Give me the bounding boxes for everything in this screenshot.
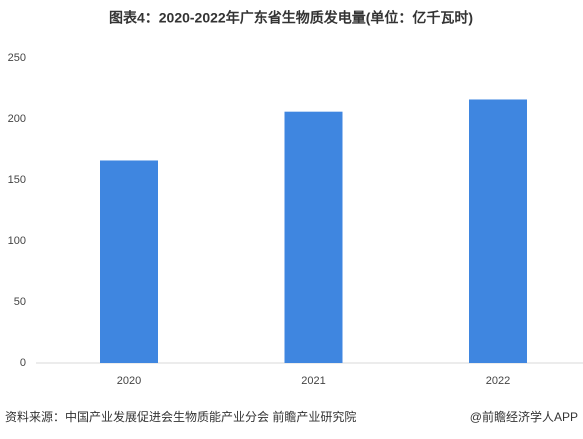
bar: [284, 111, 343, 364]
x-tick-label: 2021: [301, 375, 325, 387]
y-tick-label: 100: [8, 235, 26, 247]
y-tick-label: 0: [20, 357, 26, 369]
y-tick-label: 250: [8, 52, 26, 64]
source: 资料来源：中国产业发展促进会生物质能产业分会 前瞻产业研究院: [5, 409, 356, 424]
credit: @前瞻经济学人APP: [470, 409, 578, 424]
bar: [469, 99, 527, 363]
chart-title: 图表4：2020-2022年广东省生物质发电量(单位：亿千瓦时): [109, 10, 473, 26]
y-tick-label: 200: [8, 113, 26, 125]
bar: [100, 160, 158, 363]
y-tick-label: 150: [8, 174, 26, 186]
y-tick-label: 50: [14, 296, 26, 308]
x-tick-label: 2020: [117, 375, 141, 387]
x-tick-label: 2022: [486, 375, 510, 387]
